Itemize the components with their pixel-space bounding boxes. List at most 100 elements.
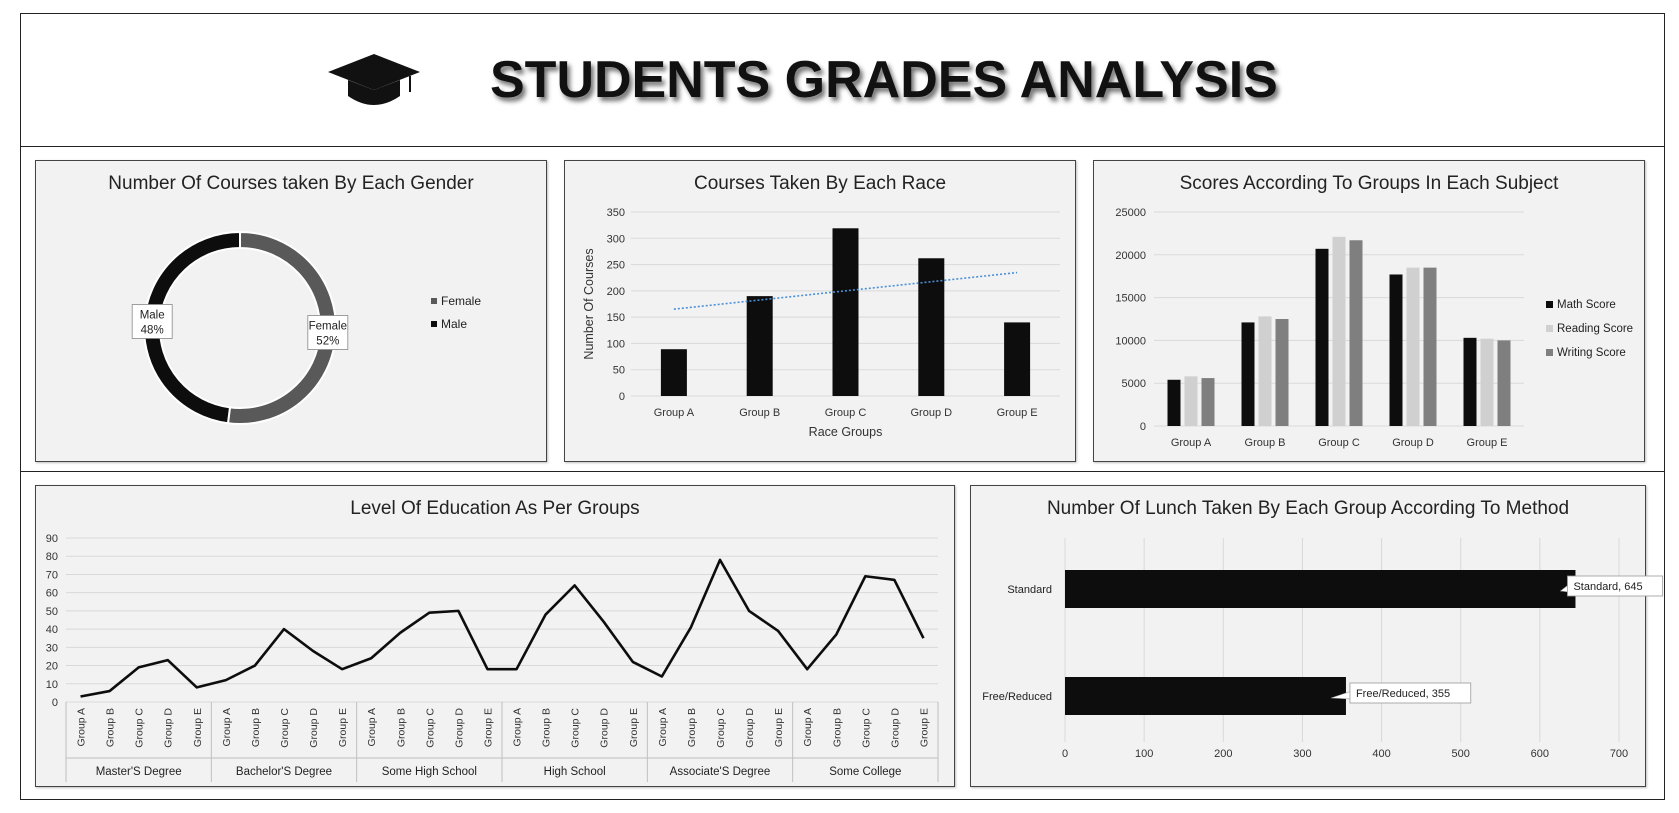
legend-swatch: [1546, 349, 1553, 356]
group-label: Bachelor'S Degree: [236, 766, 332, 778]
bar: [918, 258, 945, 396]
x-tick-label: Group D: [744, 708, 756, 748]
x-tick-label: Group E: [192, 708, 204, 747]
x-tick-label: Group A: [657, 708, 669, 747]
y-tick-label: 0: [619, 391, 625, 403]
lunch-horizontal-bar-chart: 0 100 200 300 400 500 600 700 Standard Standard, …: [982, 538, 1664, 760]
bar-reading-score: [1184, 376, 1198, 426]
data-label-box: [131, 304, 173, 339]
x-tick-label: Group E: [773, 708, 785, 747]
chart-title: Scores According To Groups In Each Subje…: [1179, 173, 1559, 194]
y-tick-label: 50: [46, 606, 58, 618]
y-tick-label: 40: [46, 624, 58, 636]
x-tick-label: 0: [1062, 748, 1068, 760]
x-tick-label: Group E: [997, 407, 1038, 419]
legend-label: Math Score: [1557, 299, 1616, 311]
y-tick-label: 200: [607, 286, 625, 298]
legend-swatch: [1546, 301, 1553, 308]
x-tick-label: 400: [1372, 748, 1390, 760]
x-tick-label: Group D: [308, 708, 320, 748]
chart-title: Level Of Education As Per Groups: [350, 498, 640, 519]
y-tick-label: 60: [46, 588, 58, 600]
x-tick-label: Group E: [918, 708, 930, 747]
data-label-box: [307, 315, 349, 350]
x-tick-label: Group A: [221, 708, 233, 747]
graduation-cap-icon: [328, 54, 420, 105]
x-tick-label: Group E: [482, 708, 494, 747]
y-tick-label: 80: [46, 551, 58, 563]
x-tick-label: Group B: [686, 708, 698, 747]
data-label-value: 52%: [316, 336, 339, 348]
x-tick-label: Group D: [911, 407, 953, 419]
education-line: [80, 558, 925, 698]
x-tick-label: 100: [1135, 748, 1153, 760]
x-tick-label: Group C: [1318, 437, 1360, 449]
divider-middle: [20, 471, 1665, 472]
y-tick-label: 30: [46, 642, 58, 654]
x-tick-label: Group C: [570, 708, 582, 748]
y-tick-label: 0: [52, 697, 58, 709]
bar-writing-score: [1497, 340, 1511, 426]
bar: [660, 349, 687, 396]
page-title: STUDENTS GRADES ANALYSIS: [490, 51, 1278, 109]
x-tick-label: 700: [1610, 748, 1628, 760]
bar-reading-score: [1406, 267, 1420, 426]
x-tick-label: Group D: [1392, 437, 1434, 449]
bar: [1004, 322, 1031, 396]
trendline: [673, 271, 1018, 310]
x-tick-label: Group C: [715, 708, 727, 748]
x-tick-label: Group B: [541, 708, 553, 747]
group-label: High School: [544, 766, 606, 778]
legend-swatch: [431, 298, 437, 304]
lunch-chart-panel: Number Of Lunch Taken By Each Group Acco…: [970, 485, 1664, 787]
y-tick-label: 100: [607, 338, 625, 350]
y-tick-label: 350: [607, 207, 625, 219]
legend-label: Reading Score: [1557, 323, 1633, 335]
donut-slice-male: [143, 230, 241, 425]
bar: [746, 296, 773, 396]
data-label-name: Female: [309, 321, 347, 333]
y-axis-title: Number Of Courses: [582, 248, 596, 359]
education-line-chart: 0 10 20 30 40 50 60 70 80 90 Group A Group B Group C…: [46, 533, 939, 782]
x-tick-label: Group B: [1245, 437, 1286, 449]
bar: [832, 228, 859, 396]
y-tick-label: 20000: [1115, 250, 1146, 262]
chart-title: Number Of Courses taken By Each Gender: [108, 173, 474, 194]
x-tick-label: Group D: [889, 708, 901, 748]
legend-swatch: [1546, 325, 1553, 332]
x-tick-label: Group E: [337, 708, 349, 747]
x-tick-label: Group E: [1467, 437, 1508, 449]
bar-math-score: [1167, 379, 1181, 426]
gender-donut-chart: Female 52% Male 48% Female Male: [131, 230, 481, 425]
data-label-name: Male: [140, 309, 165, 321]
x-tick-label: Group C: [279, 708, 291, 748]
race-bar-chart: 0 50 100 150 200 250 300 350 Group A Group B Group…: [582, 207, 1060, 439]
data-label: Standard, 645: [1573, 581, 1642, 593]
x-tick-label: Group B: [739, 407, 780, 419]
legend-label: Writing Score: [1557, 347, 1626, 359]
bar: [1065, 677, 1346, 715]
x-tick-label: Group A: [512, 708, 524, 747]
x-tick-label: Group D: [163, 708, 175, 748]
scores-chart-panel: Scores According To Groups In Each Subje…: [1093, 160, 1645, 462]
x-tick-label: Group A: [76, 708, 88, 747]
bar-math-score: [1241, 322, 1255, 426]
chart-title: Number Of Lunch Taken By Each Group Acco…: [1046, 498, 1570, 519]
y-tick-label: 10: [46, 679, 58, 691]
group-label: Some High School: [382, 766, 477, 778]
bar-reading-score: [1480, 338, 1494, 426]
data-label-value: 48%: [141, 324, 164, 336]
y-tick-label: 50: [613, 365, 625, 377]
bar-reading-score: [1332, 236, 1346, 426]
bar-writing-score: [1201, 378, 1215, 426]
data-label-box: [1349, 682, 1472, 704]
y-tick-label: 25000: [1115, 207, 1146, 219]
gender-chart-panel: Number Of Courses taken By Each Gender F…: [35, 160, 547, 462]
scores-grouped-bar-chart: 0 5000 10000 15000 20000 25000 Group A Group B G…: [1115, 207, 1633, 449]
divider-top: [20, 146, 1665, 147]
x-tick-label: Group C: [860, 708, 872, 748]
x-tick-label: 600: [1531, 748, 1549, 760]
x-tick-label: Group A: [1171, 437, 1212, 449]
x-tick-label: 300: [1293, 748, 1311, 760]
bar-math-score: [1315, 248, 1329, 426]
